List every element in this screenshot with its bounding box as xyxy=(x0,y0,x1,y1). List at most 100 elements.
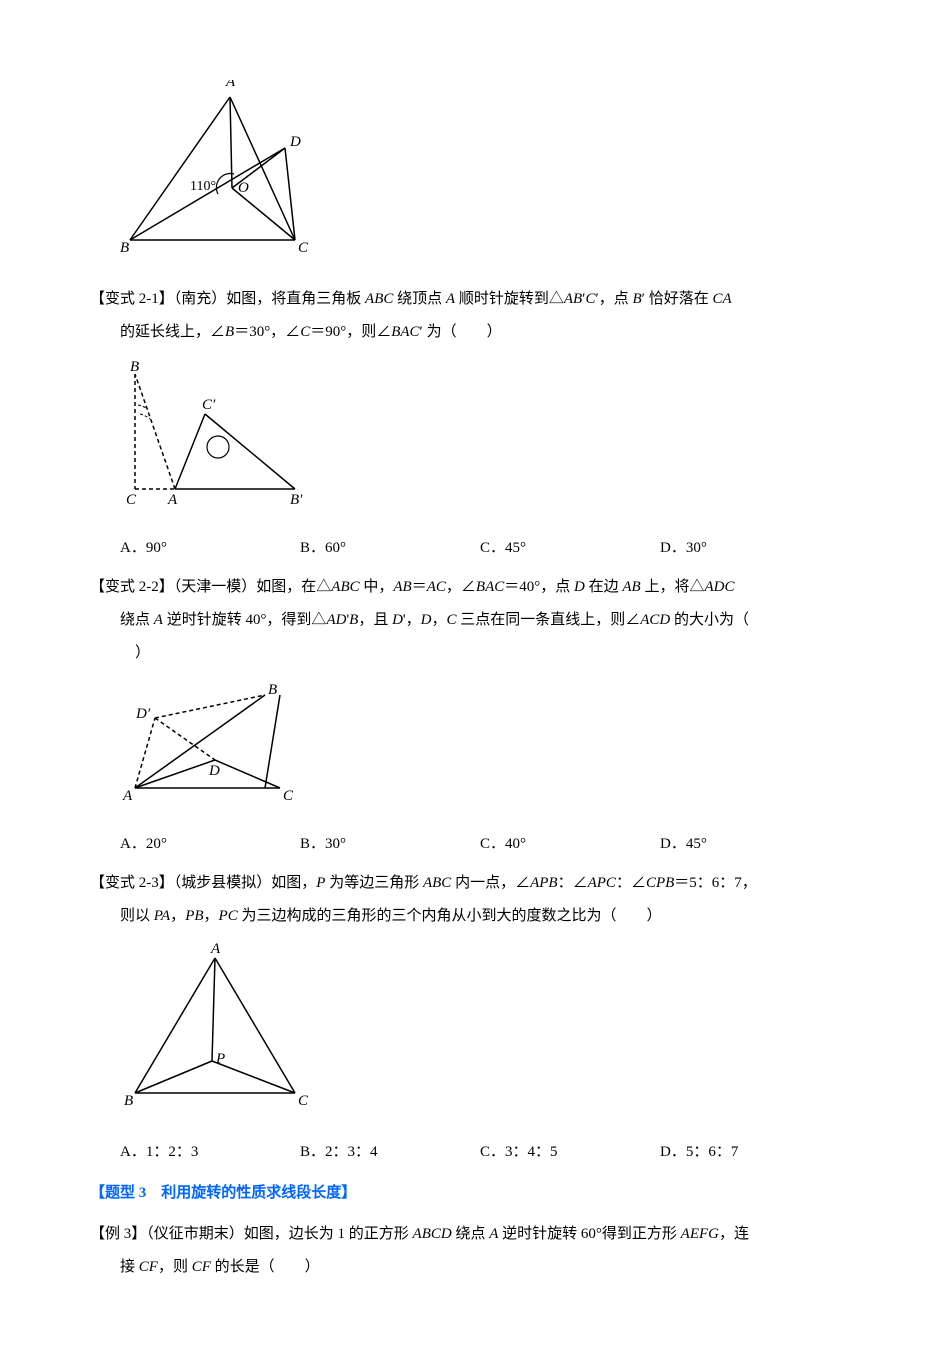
q4-tag: 【例 3】 xyxy=(90,1226,146,1242)
q3-opt-c[interactable]: C．3：4：5 xyxy=(480,1136,660,1169)
q2-ab2: AB xyxy=(622,579,640,595)
q2-abc: ABC xyxy=(331,579,359,595)
question-2-2: 【变式 2-2】（天津一模）如图，在△ABC 中，AB＝AC，∠BAC＝40°，… xyxy=(90,571,860,604)
question-2-1: 【变式 2-1】（南充）如图，将直角三角板 ABC 绕顶点 A 顺时针旋转到△A… xyxy=(90,283,860,316)
q1-opt-d[interactable]: D．30° xyxy=(660,532,840,565)
q1-b2: B xyxy=(225,324,234,340)
q2-source: （天津一模） xyxy=(174,579,257,595)
q1-abc: ABC xyxy=(365,291,393,307)
q3-tc: 内一点，∠ xyxy=(451,875,530,891)
q4-td: ，连 xyxy=(719,1226,749,1242)
q4-l2a: 接 xyxy=(120,1259,139,1275)
label-p: P xyxy=(215,1051,225,1067)
label-a: A xyxy=(122,788,133,804)
label-cp: C′ xyxy=(202,397,216,413)
q1-text-b: 绕顶点 xyxy=(393,291,446,307)
label-c: C xyxy=(126,492,137,508)
figure-example-2: A B C D O 110° xyxy=(120,80,860,273)
rotated-triangle-diagram: B C A B′ C′ xyxy=(120,359,320,509)
q2-acd: ACD xyxy=(640,612,670,628)
q3-source: （城步县模拟） xyxy=(174,875,272,891)
q2-line3: ） xyxy=(120,637,860,670)
q2-l2c: ，且 xyxy=(358,612,392,628)
q2-adc: ADC xyxy=(704,579,734,595)
q4-l2c: 的长是（ ） xyxy=(211,1259,320,1275)
q1-opt-b[interactable]: B．60° xyxy=(300,532,480,565)
q2-adb: AD xyxy=(326,612,346,628)
q3-l2a: 则以 xyxy=(120,908,154,924)
q3-pa: PA xyxy=(154,908,170,924)
q4-cf2: CF xyxy=(192,1259,211,1275)
triangle-110-diagram: A B C D O 110° xyxy=(120,80,320,260)
q1-text-a: 如图，将直角三角板 xyxy=(226,291,365,307)
q2-d2: D xyxy=(392,612,403,628)
q2-line2: 绕点 A 逆时针旋转 40°，得到△AD'B，且 D'，D，C 三点在同一条直线… xyxy=(120,604,860,637)
label-c: C xyxy=(298,240,309,256)
q1-options: A．90° B．60° C．45° D．30° xyxy=(120,532,860,565)
q1-eq90: ＝90°，则∠ xyxy=(310,324,391,340)
q3-opt-b[interactable]: B．2：3：4 xyxy=(300,1136,480,1169)
q3-cpb: CPB xyxy=(646,875,674,891)
label-b: B xyxy=(268,682,277,698)
q1-b: B xyxy=(633,291,642,307)
q3-abc: ABC xyxy=(423,875,451,891)
q2-opt-b[interactable]: B．30° xyxy=(300,828,480,861)
q2-l2b: 逆时针旋转 40°，得到△ xyxy=(163,612,327,628)
equilateral-p-diagram: A B C P xyxy=(120,943,315,1113)
q1-opt-c[interactable]: C．45° xyxy=(480,532,660,565)
question-2-3: 【变式 2-3】（城步县模拟）如图，P 为等边三角形 ABC 内一点，∠APB：… xyxy=(90,867,860,900)
q2-p2: '， xyxy=(403,612,421,628)
q2-c1: ，∠ xyxy=(446,579,476,595)
q4-tb: 绕点 xyxy=(452,1226,490,1242)
label-d: D xyxy=(208,763,220,779)
q3-l2b: 为三边构成的三角形的三个内角从小到大的度数之比为（ ） xyxy=(238,908,662,924)
q3-ta: 如图， xyxy=(271,875,316,891)
q2-c3: C xyxy=(446,612,456,628)
q2-tc: 在边 xyxy=(585,579,623,595)
q2-tb: 中， xyxy=(360,579,394,595)
q1-c2: C xyxy=(300,324,310,340)
label-bp: B′ xyxy=(290,492,303,508)
label-c: C xyxy=(283,788,294,804)
q4-line2: 接 CF，则 CF 的长是（ ） xyxy=(120,1251,860,1284)
section-3-title: 【题型 3 利用旋转的性质求线段长度】 xyxy=(90,1177,860,1210)
q2-opt-a[interactable]: A．20° xyxy=(120,828,300,861)
q1-p4: ′ 为（ ） xyxy=(420,324,502,340)
q4-ta: 如图，边长为 1 的正方形 xyxy=(244,1226,413,1242)
q2-bac: BAC xyxy=(476,579,504,595)
q3-opt-d[interactable]: D．5：6：7 xyxy=(660,1136,840,1169)
q1-opt-a[interactable]: A．90° xyxy=(120,532,300,565)
q3-cm1: ， xyxy=(170,908,185,924)
q2-c2: ， xyxy=(431,612,446,628)
label-dp: D′ xyxy=(135,706,151,722)
q3-pc: PC xyxy=(219,908,238,924)
q4-cf: CF xyxy=(139,1259,158,1275)
q2-td: 上，将△ xyxy=(641,579,705,595)
q1-p2: ′，点 xyxy=(595,291,632,307)
figure-2-1: B C A B′ C′ xyxy=(120,359,860,522)
angle-110: 110° xyxy=(190,179,216,194)
figure-2-3: A B C P xyxy=(120,943,860,1126)
label-b: B xyxy=(124,1093,133,1109)
q2-eq40: ＝40°，点 xyxy=(504,579,574,595)
q1-line2: 的延长线上，∠B＝30°，∠C＝90°，则∠BAC′ 为（ ） xyxy=(120,316,860,349)
label-b: B xyxy=(120,240,129,256)
q3-opt-a[interactable]: A．1：2：3 xyxy=(120,1136,300,1169)
q2-l2e: 的大小为（ xyxy=(670,612,764,628)
q3-c1: ：∠ xyxy=(558,875,588,891)
q1-tag: 【变式 2-1】 xyxy=(90,291,174,307)
q2-opt-c[interactable]: C．40° xyxy=(480,828,660,861)
q2-b2: B xyxy=(349,612,358,628)
q2-l2a: 绕点 xyxy=(120,612,154,628)
q3-cm2: ， xyxy=(204,908,219,924)
q2-opt-d[interactable]: D．45° xyxy=(660,828,840,861)
q4-tc: 逆时针旋转 60°得到正方形 xyxy=(498,1226,680,1242)
label-a: A xyxy=(225,80,236,90)
q3-apc: APC xyxy=(588,875,616,891)
question-example-3: 【例 3】（仪征市期末）如图，边长为 1 的正方形 ABCD 绕点 A 逆时针旋… xyxy=(90,1218,860,1251)
q1-p3: ′ 恰好落在 xyxy=(642,291,713,307)
q3-c2: ：∠ xyxy=(616,875,646,891)
q4-l2b: ，则 xyxy=(158,1259,192,1275)
figure-2-2: A B C D D′ xyxy=(120,680,860,818)
q3-pb: PB xyxy=(185,908,203,924)
